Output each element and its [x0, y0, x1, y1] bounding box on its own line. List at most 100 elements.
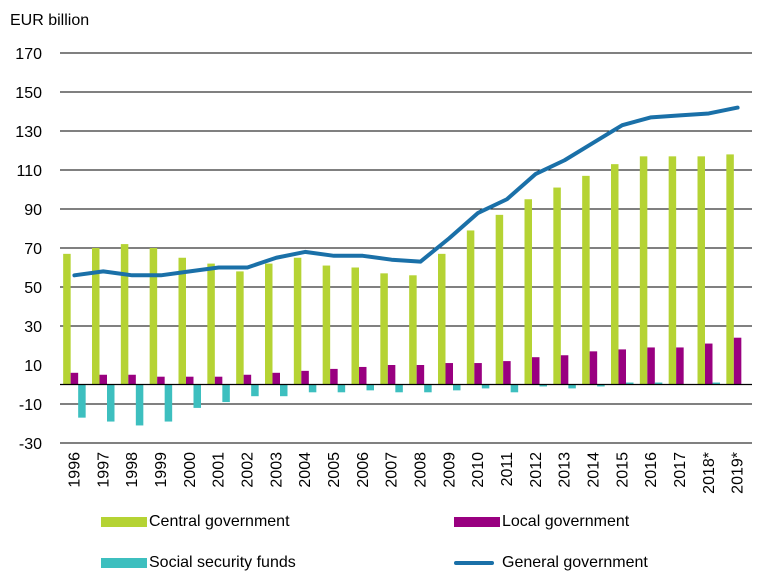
bar-local-government: [99, 374, 107, 385]
bar-central-government: [380, 273, 388, 385]
bar-central-government: [322, 265, 331, 385]
x-axis-ticks: 1996 1997 1998 1999 2000 2001 2002 2003 2004 2005…: [66, 452, 746, 494]
bar-local-government: [128, 374, 136, 385]
bar-local-government: [243, 374, 252, 385]
bar-central-government: [207, 263, 215, 385]
bar-local-government: [560, 355, 569, 385]
bar-local-government: [532, 357, 540, 385]
y-axis-title: EUR billion: [10, 12, 89, 29]
y-tick-label: 170: [15, 46, 42, 63]
bar-central-government: [553, 187, 561, 385]
bar-local-government: [214, 376, 223, 385]
x-tick-label: 2013: [557, 452, 574, 488]
bar-central-government: [92, 248, 100, 385]
bar-central-government: [611, 164, 619, 385]
bar-central-government: [697, 156, 705, 385]
y-tick-label: -30: [19, 436, 42, 453]
x-tick-label: 2010: [470, 452, 487, 488]
y-tick-label: 110: [16, 163, 42, 180]
bar-central-government: [726, 154, 734, 385]
x-tick-label: 2003: [268, 452, 285, 488]
bar-central-government: [639, 156, 648, 385]
x-tick-label: 2019*: [730, 452, 747, 494]
x-tick-label: 2002: [239, 452, 256, 488]
bar-social-security-funds: [568, 384, 576, 389]
bar-social-security-funds: [712, 382, 720, 385]
bar-social-security-funds: [481, 384, 490, 389]
x-tick-label: 2016: [643, 452, 660, 488]
bar-local-government: [301, 370, 309, 385]
bar-local-government: [705, 343, 713, 385]
bar-local-government: [330, 368, 338, 385]
y-tick-label: 10: [24, 358, 42, 375]
x-tick-label: 1998: [124, 452, 141, 488]
x-tick-label: 2015: [614, 452, 631, 488]
bar-local-government: [359, 366, 367, 385]
bar-social-security-funds: [424, 384, 432, 393]
bar-central-government: [265, 263, 273, 385]
y-tick-label: 70: [24, 241, 42, 258]
x-tick-label: 2006: [355, 452, 372, 488]
x-tick-label: 2008: [412, 452, 429, 488]
x-tick-label: 2017: [672, 452, 689, 488]
bar-social-security-funds: [654, 382, 663, 385]
bar-local-government: [445, 363, 453, 385]
bar-local-government: [503, 361, 511, 385]
bar-social-security-funds: [510, 384, 519, 393]
x-tick-label: 2005: [326, 452, 343, 488]
bar-local-government: [589, 351, 598, 385]
x-tick-label: 2001: [211, 452, 228, 488]
bar-social-security-funds: [78, 384, 86, 418]
bars: [63, 154, 749, 426]
x-tick-label: 1997: [95, 452, 112, 488]
bar-local-government: [618, 349, 626, 385]
bar-social-security-funds: [308, 384, 317, 393]
bar-local-government: [416, 365, 425, 385]
bar-social-security-funds: [626, 382, 634, 385]
bar-local-government: [272, 372, 280, 385]
bar-social-security-funds: [597, 384, 605, 387]
bar-central-government: [351, 267, 359, 385]
bar-central-government: [438, 253, 446, 385]
bar-central-government: [582, 175, 590, 385]
bar-social-security-funds: [107, 384, 115, 422]
line-series: [72, 105, 740, 278]
bar-central-government: [293, 257, 302, 385]
x-tick-label: 2000: [182, 452, 199, 488]
x-tick-label: 2012: [528, 452, 545, 488]
y-tick-label: 50: [24, 280, 42, 297]
y-tick-label: 130: [15, 124, 42, 141]
x-tick-label: 2007: [384, 452, 401, 488]
bar-social-security-funds: [164, 384, 173, 422]
x-tick-label: 2009: [441, 452, 458, 488]
bar-central-government: [120, 244, 129, 385]
bar-local-government: [70, 372, 79, 385]
bar-local-government: [186, 376, 194, 385]
x-tick-label: 2011: [499, 452, 516, 487]
bar-central-government: [236, 271, 244, 385]
bar-local-government: [157, 376, 165, 385]
bar-social-security-funds: [135, 384, 144, 426]
bar-local-government: [676, 347, 684, 385]
bar-central-government: [149, 248, 158, 385]
bar-social-security-funds: [280, 384, 288, 397]
line-general-government: [72, 105, 740, 278]
y-axis-ticks: -30 -10 10 30 50 70 90 110 130 150 170: [15, 46, 42, 453]
bar-local-government: [647, 347, 655, 385]
bar-social-security-funds: [395, 384, 403, 393]
bar-social-security-funds: [222, 384, 230, 403]
bar-social-security-funds: [539, 384, 547, 387]
bar-social-security-funds: [251, 384, 259, 397]
y-tick-label: -10: [19, 397, 42, 414]
bar-central-government: [668, 156, 677, 385]
bar-local-government: [387, 365, 396, 385]
x-tick-label: 2018*: [701, 452, 718, 494]
bar-central-government: [495, 214, 504, 385]
x-tick-label: 1996: [66, 452, 83, 488]
bar-central-government: [466, 230, 475, 385]
bar-central-government: [524, 199, 532, 385]
y-tick-label: 150: [15, 85, 42, 102]
bar-social-security-funds: [337, 384, 346, 393]
